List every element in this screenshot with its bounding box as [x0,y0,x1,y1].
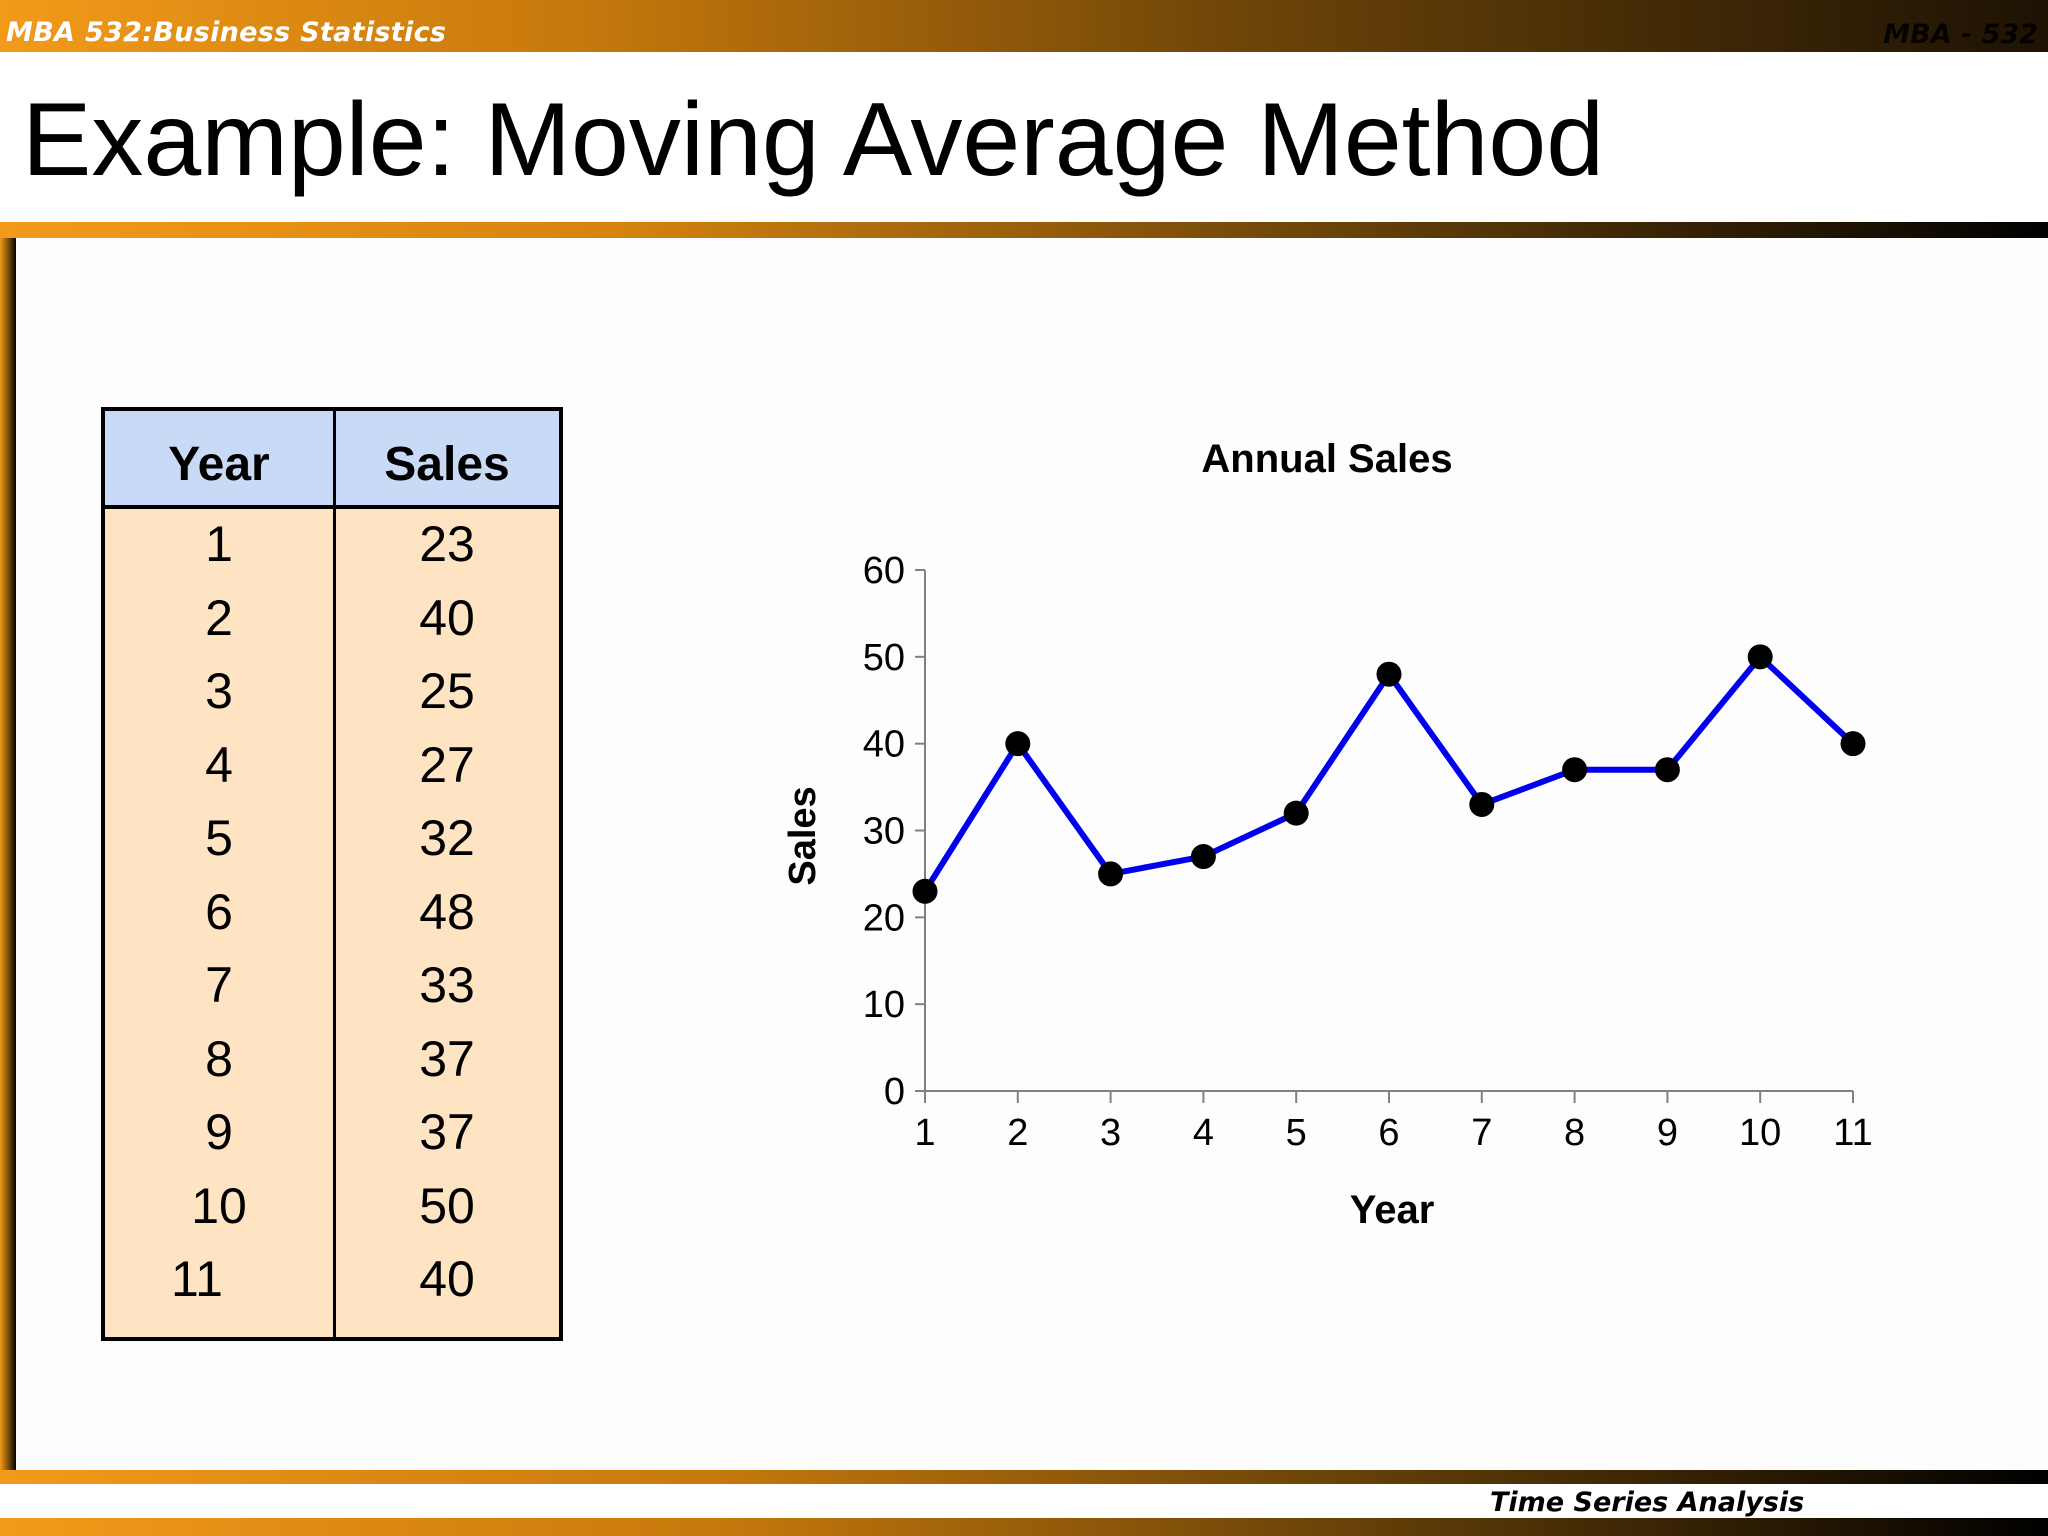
series-line [922,652,1856,893]
data-point [1005,731,1031,757]
table-cell-sales: 27 [419,736,475,793]
x-tick-label: 8 [1564,1112,1585,1154]
chart-title: Annual Sales [1201,437,1452,481]
y-axis-label: Sales [782,786,824,885]
table-cell-year: 4 [205,736,233,793]
table-cell-sales: 32 [419,810,475,866]
table-column-divider [333,411,336,1337]
table-header: Year Sales [105,411,559,509]
table-cell-year: 11 [171,1251,223,1307]
y-tick-label: 10 [863,984,905,1026]
table-header-sales: Sales [384,438,510,491]
y-tick-label: 30 [863,811,905,853]
x-tick-label: 1 [914,1112,935,1154]
x-tick-label: 7 [1471,1112,1492,1154]
data-point [1190,844,1216,870]
table-cell-sales: 50 [419,1177,475,1234]
table-cell-sales: 48 [419,883,475,940]
course-title: MBA 532:Business Statistics [6,17,447,48]
data-point [1654,757,1680,783]
data-point [1840,731,1866,757]
data-point [1098,861,1124,887]
y-tick-label: 60 [863,550,905,592]
table-cell-year: 3 [205,663,233,719]
data-point [1562,757,1588,783]
x-tick-label: 5 [1286,1112,1307,1154]
footer-bar-top [0,1470,2048,1484]
table-cell-year: 1 [205,516,233,572]
y-axis: 0 10 20 30 40 50 60 [863,550,926,1113]
sales-data-table: Year Sales 1 23 2 40 3 25 4 27 5 32 6 48 7 33 8 37 9 37 10… [101,407,563,1341]
x-tick-label: 11 [1833,1112,1872,1154]
y-tick-label: 20 [863,897,905,939]
footer-bar-bottom [0,1518,2048,1536]
slide-title: Example: Moving Average Method [22,82,1605,198]
table-cell-year: 7 [205,957,233,1013]
y-tick-label: 40 [863,724,905,766]
annual-sales-chart: Annual Sales 0 10 20 30 40 50 60 1 2 3 4 5 6 7 8 9 10 11… [782,437,1873,1232]
x-axis: 1 2 3 4 5 6 7 8 9 10 11 [914,1090,1873,1154]
x-axis-label: Year [1350,1188,1435,1232]
x-tick-label: 2 [1007,1112,1028,1154]
table-cell-year: 8 [205,1030,233,1087]
table-cell-sales: 37 [419,1104,475,1160]
table-cell-year: 6 [205,883,233,940]
table-cell-sales: 40 [419,1251,475,1307]
x-tick-label: 4 [1193,1112,1214,1154]
y-tick-label: 0 [884,1071,905,1113]
table-cell-sales: 40 [419,589,475,646]
x-tick-label: 9 [1657,1112,1678,1154]
table-cell-year: 10 [191,1177,247,1234]
y-tick-label: 50 [863,637,905,679]
sales-series [912,644,1866,904]
data-point [1469,791,1495,817]
table-cell-year: 9 [205,1104,233,1160]
data-point [1283,800,1309,826]
data-point [1376,661,1402,687]
table-cell-sales: 37 [419,1030,475,1087]
x-tick-label: 10 [1739,1112,1781,1154]
table-cell-sales: 23 [419,516,475,572]
table-cell-year: 2 [205,589,233,646]
x-tick-label: 3 [1100,1112,1121,1154]
footer-text: Time Series Analysis [1490,1487,1805,1518]
table-cell-year: 5 [205,810,233,866]
data-point [1747,644,1773,670]
title-divider [0,222,2048,238]
data-point [912,878,938,904]
table-cell-sales: 33 [419,957,475,1013]
top-header-bar: MBA 532:Business Statistics MBA - 532 [0,0,2048,52]
left-accent-bar [0,238,16,1470]
table-cell-sales: 25 [419,663,475,719]
course-code-right: MBA - 532 [1883,19,2038,50]
table-header-year: Year [168,438,270,491]
x-tick-label: 6 [1378,1112,1399,1154]
